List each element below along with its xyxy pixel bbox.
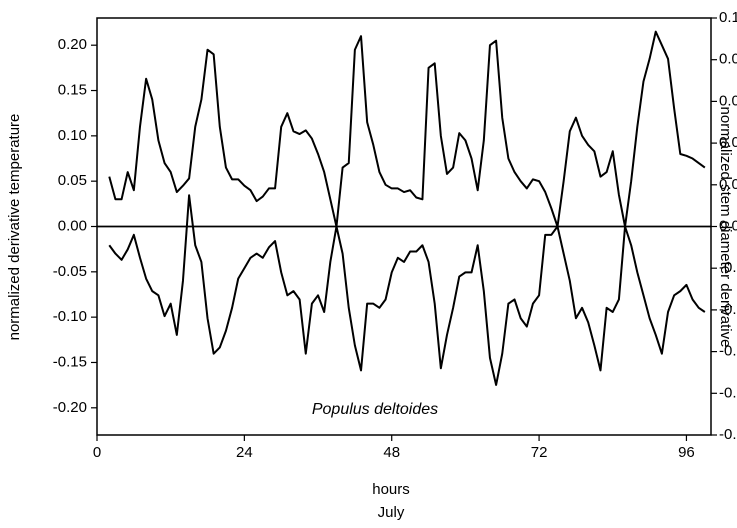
annotation: Populus deltoides <box>312 401 438 418</box>
y2-tick-label: 0.04 <box>719 134 737 151</box>
y2-tick-label: -0.08 <box>719 384 737 401</box>
y2-tick-label: 0.02 <box>719 176 737 193</box>
y-tick-label: -0.10 <box>53 308 87 325</box>
y2-tick-label: 0.06 <box>719 92 737 109</box>
y2-tick-label: -0.10 <box>719 426 737 443</box>
x-tick-label: 0 <box>93 444 101 461</box>
y2-tick-label: -0.04 <box>719 301 737 318</box>
y2-tick-label: 0.08 <box>719 51 737 68</box>
y-tick-label: 0.10 <box>58 127 87 144</box>
y2-tick-label: -0.02 <box>719 259 737 276</box>
x-tick-label: 96 <box>678 444 695 461</box>
data-line <box>108 30 706 228</box>
y-axis-label: normalized derivative temperature <box>6 114 23 341</box>
y2-tick-label: 0.10 <box>719 9 737 26</box>
y-tick-label: -0.20 <box>53 399 87 416</box>
x-tick-label: 24 <box>236 444 253 461</box>
y-tick-label: -0.15 <box>53 353 87 370</box>
y2-axis-label: normalized stem diameter derivative <box>717 107 734 348</box>
data-line <box>108 194 706 386</box>
y-tick-label: 0.20 <box>58 36 87 53</box>
y2-tick-label: 0.00 <box>719 217 737 234</box>
x-axis-label: hours <box>372 481 410 498</box>
y-tick-label: 0.00 <box>58 217 87 234</box>
x-tick-label: 48 <box>383 444 400 461</box>
x-tick-label: 72 <box>531 444 548 461</box>
y-tick-label: -0.05 <box>53 263 87 280</box>
y-tick-label: 0.05 <box>58 172 87 189</box>
y2-tick-label: -0.06 <box>719 343 737 360</box>
x-axis-note: July <box>378 504 405 521</box>
y-tick-label: 0.15 <box>58 81 87 98</box>
